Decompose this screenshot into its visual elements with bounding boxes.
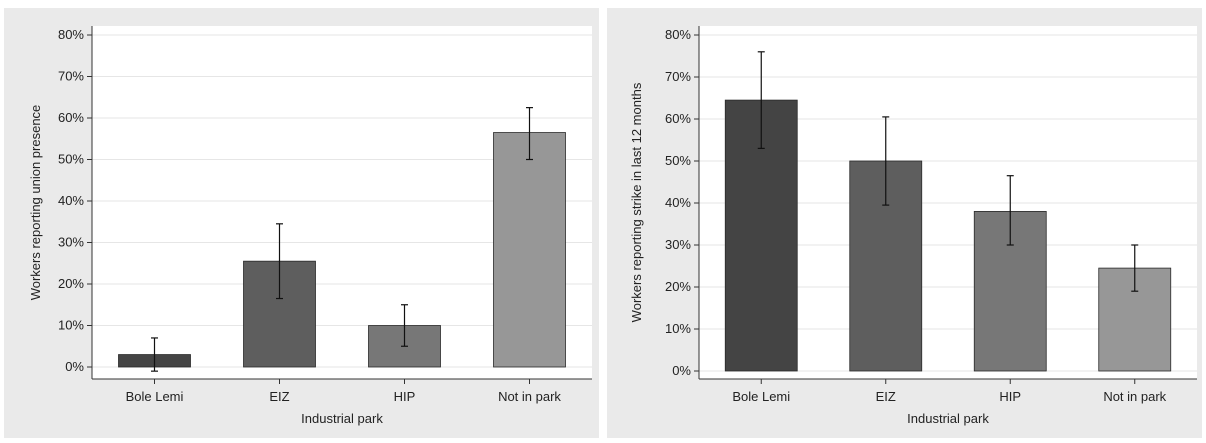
y-tick-label: 50% [58, 152, 84, 167]
y-tick-label: 10% [58, 318, 84, 333]
x-axis-title: Industrial park [301, 411, 383, 426]
bar-not-in-park [493, 132, 566, 368]
chart-panel-union: 0% 10% 20% 30% 40% 50% 60% 70% 80% Bole Lemi EIZ HI… [4, 8, 599, 438]
y-tick-label: 20% [665, 279, 691, 294]
x-tick-label: EIZ [269, 389, 289, 404]
bar-not-in-park [1098, 267, 1172, 372]
strike-chart: 0% 10% 20% 30% 40% 50% 60% 70% 80% Bole Lemi EIZ HI… [629, 26, 1197, 426]
x-tick-label: Not in park [498, 389, 561, 404]
y-tick-label: 30% [58, 235, 84, 250]
y-tick-label: 0% [65, 359, 84, 374]
y-tick-label: 40% [665, 195, 691, 210]
x-tick-label: HIP [394, 389, 416, 404]
x-tick-label: Not in park [1103, 389, 1166, 404]
x-tick-label: HIP [999, 389, 1021, 404]
x-tick-label: Bole Lemi [732, 389, 790, 404]
x-tick-label: EIZ [876, 389, 896, 404]
y-tick-label: 80% [665, 27, 691, 42]
chart-panel-strike: 0% 10% 20% 30% 40% 50% 60% 70% 80% Bole Lemi EIZ HI… [607, 8, 1202, 438]
x-axis-title: Industrial park [907, 411, 989, 426]
y-tick-label: 0% [672, 363, 691, 378]
y-tick-label: 80% [58, 27, 84, 42]
y-axis-title: Workers reporting union presence [28, 105, 43, 301]
y-tick-label: 70% [58, 69, 84, 84]
x-tick-label: Bole Lemi [126, 389, 184, 404]
y-tick-label: 60% [58, 110, 84, 125]
y-tick-label: 50% [665, 153, 691, 168]
union-presence-chart: 0% 10% 20% 30% 40% 50% 60% 70% 80% Bole Lemi EIZ HI… [28, 26, 592, 426]
y-tick-label: 70% [665, 69, 691, 84]
y-tick-label: 10% [665, 321, 691, 336]
y-tick-label: 40% [58, 193, 84, 208]
y-tick-label: 30% [665, 237, 691, 252]
y-axis-title: Workers reporting strike in last 12 mont… [629, 82, 644, 322]
y-tick-label: 60% [665, 111, 691, 126]
y-tick-label: 20% [58, 276, 84, 291]
